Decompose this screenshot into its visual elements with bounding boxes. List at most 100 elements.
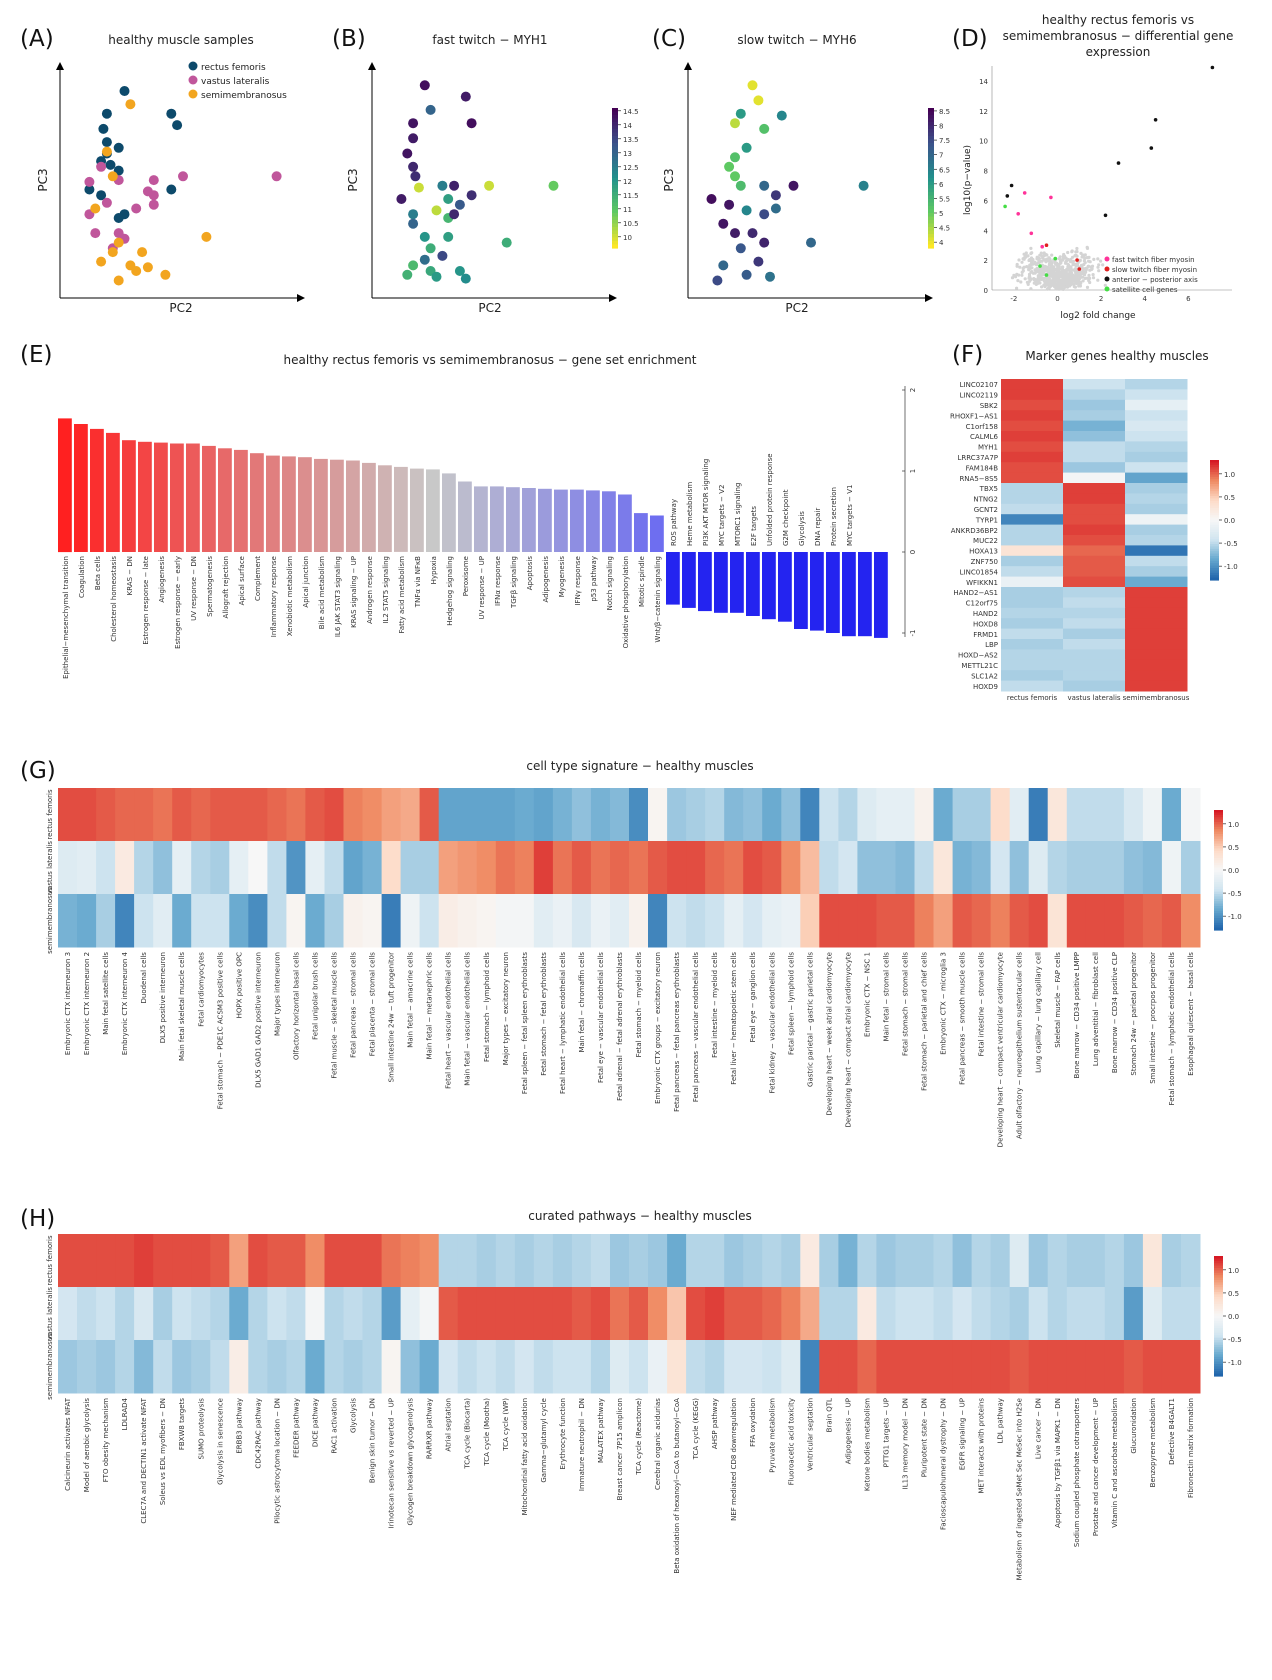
background-gene-point xyxy=(1025,265,1029,269)
colorbar-segment xyxy=(1214,1368,1223,1372)
heatmap-cell xyxy=(476,841,497,895)
row-label: NTNG2 xyxy=(973,496,998,504)
scatter-point xyxy=(410,171,421,182)
scatter-point xyxy=(443,194,454,204)
heatmap-cell xyxy=(895,894,915,948)
bar xyxy=(490,486,504,552)
heatmap-cell xyxy=(971,841,992,895)
colorbar-segment xyxy=(1210,572,1219,576)
heatmap-cell xyxy=(1009,841,1030,895)
heatmap-cell xyxy=(96,788,116,842)
colorbar-segment xyxy=(1210,472,1219,475)
heatmap-cell xyxy=(115,1234,135,1288)
column-label: Lung capillary − lung capillary cell xyxy=(1035,952,1043,1073)
heatmap-cell xyxy=(1123,1234,1144,1288)
colorbar-segment xyxy=(612,199,618,204)
colorbar-tick-label: 12 xyxy=(623,178,632,186)
heatmap-cell xyxy=(1028,1287,1049,1341)
colorbar-segment xyxy=(928,164,934,169)
x-tick-label: 4 xyxy=(1142,295,1147,303)
colorbar-segment xyxy=(1210,479,1219,483)
background-gene-point xyxy=(1020,270,1024,274)
highlight-gene-point xyxy=(1029,231,1034,236)
y-tick-label: 4 xyxy=(984,227,989,235)
colorbar-segment xyxy=(1214,858,1223,861)
heatmap-cell xyxy=(800,1234,820,1288)
heatmap-cell xyxy=(1125,524,1188,536)
bar xyxy=(346,460,360,552)
heatmap-cell xyxy=(305,841,325,895)
heatmap-cell xyxy=(1063,670,1126,682)
heatmap-cell xyxy=(1085,1234,1106,1288)
colorbar-segment xyxy=(928,220,934,225)
background-gene-point xyxy=(1070,250,1074,254)
row-label: SBK2 xyxy=(980,402,998,410)
heatmap-cell xyxy=(1123,1287,1144,1341)
heatmap-cell xyxy=(324,788,344,842)
heatmap-cell xyxy=(324,1234,344,1288)
category-label: Spermatogenesis xyxy=(206,556,214,617)
colorbar-segment xyxy=(1214,915,1223,919)
heatmap-cell xyxy=(1142,1287,1163,1341)
heatmap-cell xyxy=(305,1340,325,1394)
heatmap-cell xyxy=(134,1340,154,1394)
heatmap-cell xyxy=(1181,841,1201,895)
column-label: Sodium coupled phosphate cotransporters xyxy=(1073,1398,1081,1547)
colorbar-segment xyxy=(1214,1263,1223,1267)
heatmap-cell xyxy=(267,1287,287,1341)
column-label: Fluoroacetic acid toxicity xyxy=(787,1398,795,1485)
colorbar-segment xyxy=(1214,1366,1223,1370)
colorbar-segment xyxy=(1214,1294,1223,1298)
colorbar-segment xyxy=(1214,1301,1223,1305)
colorbar-segment xyxy=(1214,841,1223,845)
colorbar-tick-label: 4.5 xyxy=(939,225,950,233)
heatmap-cell xyxy=(933,1340,953,1394)
colorbar-segment xyxy=(1214,1287,1223,1291)
heatmap-cell xyxy=(457,788,478,842)
background-gene-point xyxy=(1063,261,1068,265)
row-label: LBP xyxy=(985,641,998,649)
column-label: Developing heart − week atrial cardiomyo… xyxy=(825,952,833,1116)
heatmap-cell xyxy=(1104,1340,1125,1394)
colorbar-segment xyxy=(1214,1323,1223,1327)
colorbar-segment xyxy=(1214,1330,1223,1334)
category-label: TGFβ signaling xyxy=(510,556,518,609)
column-label: Adipogenesis − UP xyxy=(844,1398,852,1464)
background-gene-point xyxy=(1068,284,1072,288)
row-label: WFIKKN1 xyxy=(966,579,998,587)
heatmap-cell xyxy=(267,894,287,948)
column-label: FBXW8 targets xyxy=(178,1398,186,1451)
colorbar-segment xyxy=(1214,1296,1223,1300)
heatmap-cell xyxy=(1125,597,1188,609)
heatmap-cell xyxy=(819,1287,839,1341)
heatmap-cell xyxy=(933,894,953,948)
heatmap-cell xyxy=(229,1287,249,1341)
colorbar-segment xyxy=(1214,1352,1223,1355)
heatmap-cell xyxy=(990,841,1011,895)
heatmap-cell xyxy=(286,1234,306,1288)
colorbar-segment xyxy=(1214,1347,1223,1351)
background-gene-point xyxy=(1074,254,1078,258)
heatmap-cell xyxy=(1181,788,1201,842)
heatmap-cell xyxy=(1085,841,1106,895)
column-label: Fetal placenta − stromal cells xyxy=(369,952,377,1056)
heatmap-cell xyxy=(1123,894,1144,948)
colorbar-segment xyxy=(1214,1256,1223,1259)
y-tick-label: 0 xyxy=(909,550,917,554)
heatmap-cell xyxy=(857,841,877,895)
scatter-point xyxy=(105,159,116,170)
heatmap-cell xyxy=(134,894,154,948)
heatmap-cell xyxy=(1063,659,1126,671)
x-tick-label: 6 xyxy=(1186,295,1191,303)
heatmap-cell xyxy=(895,1340,915,1394)
column-label: Bone marrow − CD34 positive LMPP xyxy=(1073,952,1081,1078)
colorbar-segment xyxy=(928,199,934,204)
heatmap-cell xyxy=(362,841,382,895)
panel-f-title: Marker genes healthy muscles xyxy=(1025,349,1208,363)
colorbar-tick-label: 1.0 xyxy=(1224,471,1235,479)
row-label: CALML6 xyxy=(970,433,999,441)
bar xyxy=(218,448,232,552)
heatmap-cell xyxy=(648,841,668,895)
heatmap-cell xyxy=(629,894,649,948)
row-label: semimembranosus xyxy=(46,887,54,954)
